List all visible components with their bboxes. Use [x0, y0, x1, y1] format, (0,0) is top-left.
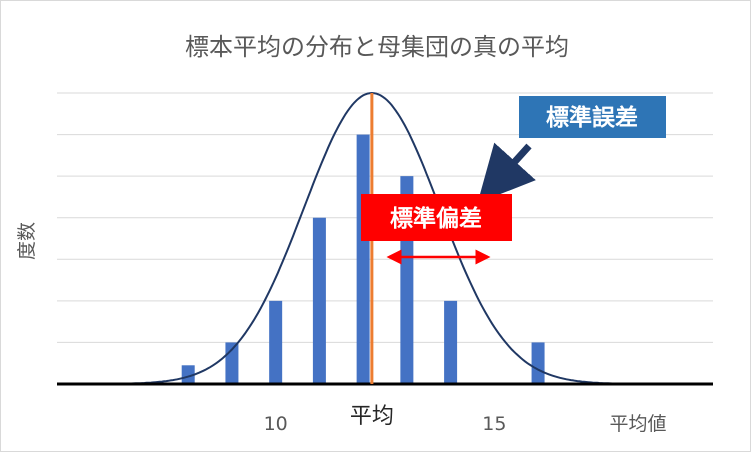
bar	[181, 365, 195, 384]
bar	[356, 134, 370, 384]
bar	[269, 300, 283, 384]
chart-title: 標本平均の分布と母集団の真の平均	[185, 33, 569, 61]
y-axis-title: 度数	[16, 222, 38, 260]
standard-error-box	[519, 96, 666, 138]
bar	[312, 217, 326, 384]
standard-deviation-label: 標準偏差	[390, 205, 482, 232]
x-tick-labels: 10 15	[264, 413, 507, 435]
standard-error-label: 標準誤差	[546, 104, 638, 131]
standard-error-arrow	[477, 142, 536, 203]
mean-label: 平均	[350, 404, 394, 429]
bar	[531, 342, 545, 384]
bars	[181, 134, 545, 384]
x-axis-title: 平均値	[609, 413, 666, 435]
x-tick-label: 15	[482, 413, 506, 435]
bar	[444, 300, 458, 384]
gridlines	[57, 92, 713, 343]
standard-deviation-box	[361, 194, 512, 241]
x-tick-label: 10	[264, 413, 288, 435]
